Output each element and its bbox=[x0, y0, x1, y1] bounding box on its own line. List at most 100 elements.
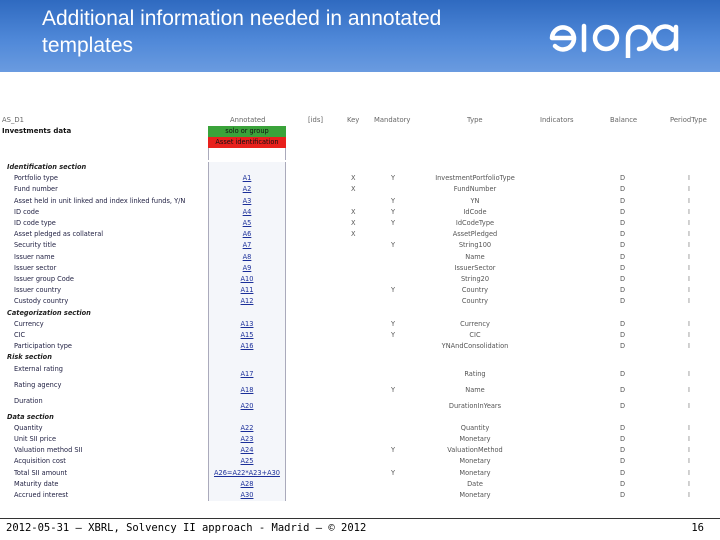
annotated-cell bbox=[208, 173, 286, 185]
annotation-code[interactable]: A11 bbox=[240, 286, 254, 295]
balance-value: D bbox=[620, 230, 626, 239]
annotation-code[interactable]: A9 bbox=[242, 263, 252, 272]
table-row: External rating A17 Rating D I bbox=[0, 363, 720, 380]
annotation-code[interactable]: A2 bbox=[242, 185, 252, 194]
row-label: Asset held in unit linked and index link… bbox=[14, 196, 186, 205]
period-type-value: I bbox=[688, 491, 690, 499]
page-number: 16 bbox=[691, 522, 704, 534]
table-row: Valuation method SII A24 Y ValuationMethod D… bbox=[0, 445, 720, 457]
balance-value: D bbox=[620, 263, 626, 272]
annotated-cell bbox=[208, 296, 286, 308]
row-label: Maturity date bbox=[14, 479, 59, 488]
annotated-cell bbox=[208, 184, 286, 196]
type-value: Country bbox=[461, 297, 489, 306]
annotation-code[interactable]: A6 bbox=[242, 230, 252, 239]
type-value: InvestmentPortfolioType bbox=[435, 174, 515, 183]
column-header-key: Key bbox=[347, 116, 360, 124]
type-value: Rating bbox=[464, 369, 486, 378]
section-heading: Risk section bbox=[7, 353, 52, 362]
row-label: Unit SII price bbox=[14, 435, 57, 443]
annotation-code[interactable]: A10 bbox=[240, 275, 254, 283]
annotation-code[interactable]: A3 bbox=[242, 196, 252, 205]
annotated-cell bbox=[208, 330, 286, 342]
annotation-code[interactable]: A22 bbox=[240, 423, 254, 432]
table-row: Currency A13 Y Currency D I bbox=[0, 318, 720, 330]
table-row: Quantity A22 Quantity D I bbox=[0, 422, 720, 434]
row-label: Issuer country bbox=[14, 286, 62, 295]
section-heading: Categorization section bbox=[7, 308, 91, 317]
table-row: ID code A4 X Y IdCode D I bbox=[0, 206, 720, 218]
row-label: Acquisition cost bbox=[14, 457, 66, 466]
annotated-cell bbox=[208, 318, 286, 330]
period-type-value: I bbox=[688, 479, 690, 488]
row-label: Issuer group Code bbox=[14, 275, 74, 283]
section-row: Risk section bbox=[0, 352, 720, 364]
balance-value: D bbox=[620, 479, 626, 488]
annotation-code[interactable]: A5 bbox=[242, 219, 252, 227]
type-value: DurationInYears bbox=[448, 401, 502, 410]
annotation-code[interactable]: A8 bbox=[242, 252, 252, 261]
annotation-code[interactable]: A20 bbox=[240, 401, 254, 410]
type-value: IdCodeType bbox=[455, 219, 495, 227]
annotated-cell bbox=[208, 456, 286, 468]
table-row: Acquisition cost A25 Monetary D I bbox=[0, 456, 720, 468]
balance-value: D bbox=[620, 174, 626, 183]
type-value: FundNumber bbox=[453, 185, 497, 194]
type-value: YN bbox=[470, 196, 480, 205]
table-row: Issuer group Code A10 String20 D I bbox=[0, 274, 720, 286]
balance-value: D bbox=[620, 435, 626, 443]
annotation-code[interactable]: A30 bbox=[240, 491, 254, 499]
type-value: Country bbox=[461, 286, 489, 295]
annotated-cell bbox=[208, 490, 286, 502]
type-value: ValuationMethod bbox=[447, 446, 503, 455]
type-value: Monetary bbox=[459, 468, 491, 477]
row-label: Rating agency bbox=[14, 380, 62, 389]
annotated-cell bbox=[208, 218, 286, 230]
balance-value: D bbox=[620, 423, 626, 432]
row-label: Total SII amount bbox=[14, 468, 68, 477]
eiopa-logo bbox=[549, 23, 679, 58]
section-row: Data section bbox=[0, 411, 720, 423]
type-value: Monetary bbox=[459, 435, 491, 443]
row-label: ID code bbox=[14, 207, 40, 216]
annotation-code[interactable]: A16 bbox=[240, 342, 254, 351]
key-flag: X bbox=[351, 230, 356, 239]
annotated-cell bbox=[208, 240, 286, 252]
annotation-code[interactable]: A12 bbox=[240, 297, 254, 306]
row-label: External rating bbox=[14, 364, 63, 373]
period-type-value: I bbox=[688, 241, 690, 250]
annotation-code[interactable]: A17 bbox=[240, 369, 254, 378]
period-type-value: I bbox=[688, 446, 690, 455]
annotated-cell bbox=[208, 285, 286, 297]
period-type-value: I bbox=[688, 457, 690, 466]
annotated-cell bbox=[208, 274, 286, 286]
annotated-cell bbox=[208, 262, 286, 274]
annotation-code[interactable]: A28 bbox=[240, 479, 254, 488]
annotated-cell bbox=[208, 229, 286, 241]
row-label: Asset pledged as collateral bbox=[14, 230, 104, 239]
annotated-cell bbox=[208, 307, 286, 319]
annotation-code[interactable]: A1 bbox=[242, 174, 252, 183]
annotated-cell bbox=[208, 341, 286, 353]
annotation-code[interactable]: A13 bbox=[240, 319, 254, 328]
balance-value: D bbox=[620, 319, 626, 328]
balance-value: D bbox=[620, 275, 626, 283]
row-label: Issuer sector bbox=[14, 263, 57, 272]
annotation-code[interactable]: A7 bbox=[242, 241, 252, 250]
column-header-annotated: Annotated bbox=[230, 116, 266, 124]
table-row: Participation type A16 YNAndConsolidation D… bbox=[0, 341, 720, 353]
annotation-code[interactable]: A4 bbox=[242, 207, 252, 216]
annotation-code[interactable]: A15 bbox=[240, 331, 254, 339]
sheet-name: Investments data bbox=[2, 127, 72, 135]
type-value: Monetary bbox=[459, 491, 491, 499]
annotation-code[interactable]: A18 bbox=[240, 385, 254, 394]
period-type-value: I bbox=[688, 185, 690, 194]
table-row: Portfolio type A1 X Y InvestmentPortfolioTyp… bbox=[0, 173, 720, 185]
row-label: CIC bbox=[14, 331, 26, 339]
annotation-code[interactable]: A25 bbox=[240, 457, 254, 466]
annotated-cell bbox=[208, 206, 286, 218]
annotation-code[interactable]: A23 bbox=[240, 435, 254, 443]
period-type-value: I bbox=[688, 263, 690, 272]
annotation-code[interactable]: A26=A22*A23+A30 bbox=[214, 468, 280, 477]
annotation-code[interactable]: A24 bbox=[240, 446, 254, 455]
